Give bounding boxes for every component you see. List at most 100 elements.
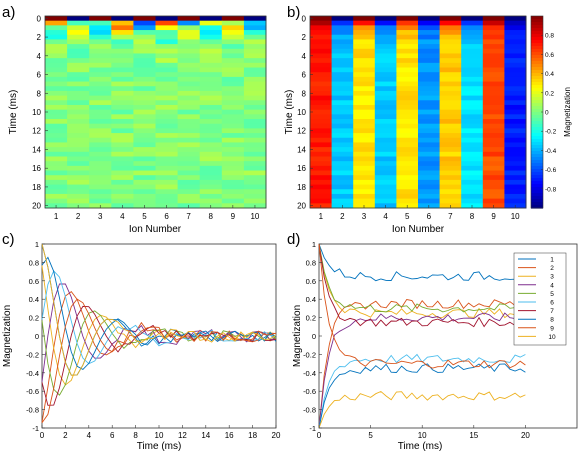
heatmap-b-cell: [461, 119, 484, 125]
heatmap-a-cell: [199, 147, 223, 153]
heatmap-b-cell: [310, 137, 333, 143]
y-tick-label: 6: [37, 71, 42, 80]
heatmap-a-cell: [133, 104, 156, 111]
heatmap-b-cell: [461, 25, 484, 31]
heatmap-b-cell: [482, 128, 505, 134]
heatmap-a-cell: [89, 161, 112, 167]
colorbar-swatch: [531, 133, 543, 137]
legend-entry: 8: [550, 317, 554, 324]
heatmap-b-cell: [374, 16, 397, 22]
heatmap-a-cell: [133, 100, 156, 106]
colorbar-swatch: [531, 16, 543, 20]
heatmap-b-cell: [331, 48, 354, 54]
heatmap-b-cell: [504, 142, 527, 148]
heatmap-b-cell: [310, 20, 333, 26]
x-tick-label: 10: [155, 431, 164, 440]
colorbar-swatch: [531, 52, 543, 56]
heatmap-a-cell: [45, 123, 68, 129]
heatmap-b-cell: [353, 44, 376, 50]
x-tick-label: 1: [54, 212, 59, 221]
heatmap-b-cell: [418, 189, 441, 195]
heatmap-a-cell: [243, 44, 267, 50]
colorbar-swatch: [531, 76, 543, 80]
heatmap-b-cell: [310, 53, 333, 59]
heatmap-b-cell: [353, 175, 376, 181]
heatmap-b-cell: [482, 198, 505, 204]
heatmap-b-cell: [353, 100, 376, 106]
heatmap-b-cell: [439, 198, 462, 204]
heatmap-a-cell: [111, 34, 134, 40]
heatmap-b-cell: [418, 30, 441, 36]
heatmap-b-cell: [353, 170, 376, 176]
heatmap-b-cell: [396, 137, 419, 143]
heatmap-a-cell: [221, 114, 245, 120]
heatmap-a-cell: [199, 86, 223, 92]
colorbar-swatch: [531, 88, 543, 92]
heatmap-a-cell: [199, 198, 223, 204]
heatmap-a-cell: [67, 90, 90, 97]
y-tick-label: 16: [32, 164, 41, 173]
heatmap-a-cell: [243, 114, 267, 120]
colorbar-swatch: [531, 73, 543, 77]
heatmap-a-cell: [111, 20, 134, 26]
heatmap-a-cell: [243, 119, 267, 125]
heatmap-b-cell: [331, 175, 354, 181]
colorbar-swatch: [531, 40, 543, 44]
heatmap-b-cell: [482, 193, 505, 200]
heatmap-b-cell: [353, 16, 376, 22]
heatmap-b-cell: [439, 48, 462, 54]
heatmap-a-cell: [67, 20, 90, 26]
heatmap-b-cell: [353, 104, 376, 111]
heatmap-a-cell: [221, 151, 245, 157]
heatmap-b-cell: [418, 53, 441, 59]
heatmap-a-cell: [177, 165, 201, 172]
heatmap-b-cell: [396, 62, 419, 69]
heatmap-a-cell: [45, 90, 68, 97]
heatmap-a-cell: [221, 133, 245, 139]
heatmap-a-cell: [67, 161, 90, 167]
y-tick-label: -0.4: [303, 369, 316, 378]
colorbar-swatch: [531, 175, 543, 179]
heatmap-b-cell: [310, 16, 333, 22]
heatmap-a-cell: [111, 95, 134, 101]
heatmap-b-cell: [374, 20, 397, 26]
heatmap-b-cell: [396, 76, 419, 83]
heatmap-a-cell: [67, 39, 90, 45]
colorbar-tick-label: -0.6: [545, 167, 557, 174]
heatmap-a-cell: [221, 137, 245, 143]
heatmap-b-cell: [439, 76, 462, 83]
heatmap-b-cell: [504, 133, 527, 139]
heatmap-a-cell: [221, 39, 245, 45]
heatmap-b-cell: [439, 156, 462, 162]
heatmap-b-cell: [310, 161, 333, 167]
y-tick-label: -1: [309, 424, 316, 433]
heatmap-b-cell: [504, 67, 527, 73]
heatmap-a-cell: [67, 184, 90, 190]
y-tick-label: 0: [312, 332, 316, 341]
heatmap-b-cell: [439, 25, 462, 31]
heatmap-a-cell: [155, 189, 179, 195]
heatmap-b-cell: [331, 179, 354, 186]
heatmap-a-cell: [45, 67, 68, 73]
heatmap-a-cell: [133, 109, 156, 115]
colorbar-swatch: [531, 166, 543, 170]
heatmap-b-cell: [374, 161, 397, 167]
x-tick-label: 6: [110, 431, 115, 440]
colorbar-swatch: [531, 97, 543, 101]
heatmap-a-cell: [155, 34, 179, 40]
x-tick-label: 3: [98, 212, 103, 221]
heatmap-b-cell: [461, 30, 484, 36]
colorbar-swatch: [531, 130, 543, 134]
heatmap-b-cell: [310, 90, 333, 97]
colorbar-swatch: [531, 103, 543, 107]
heatmap-a-cell: [89, 184, 112, 190]
heatmap-a-cell: [133, 72, 156, 78]
heatmap-a-cell: [199, 161, 223, 167]
heatmap-a-cell: [111, 67, 134, 73]
colorbar-swatch: [531, 28, 543, 32]
heatmap-a-cell: [111, 16, 134, 22]
colorbar-tick-label: -0.2: [545, 129, 557, 136]
heatmap-b-cell: [504, 95, 527, 101]
y-tick-label: -0.6: [303, 387, 316, 396]
heatmap-a-cell: [177, 119, 201, 125]
